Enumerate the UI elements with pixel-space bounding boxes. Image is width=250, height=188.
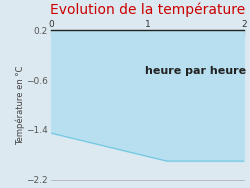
Title: Evolution de la température: Evolution de la température: [50, 3, 245, 17]
Y-axis label: Température en °C: Température en °C: [15, 65, 25, 145]
Text: heure par heure: heure par heure: [146, 66, 246, 76]
